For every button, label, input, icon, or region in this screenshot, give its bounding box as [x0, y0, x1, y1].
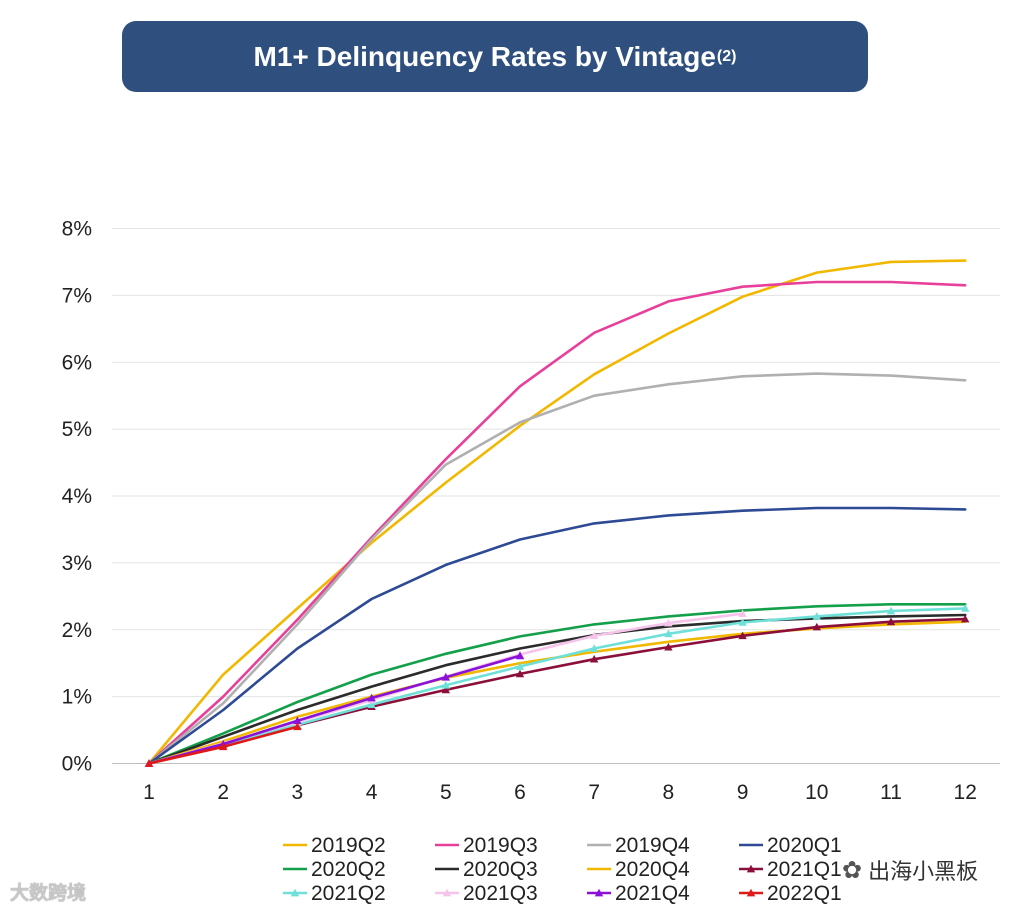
x-tick-label: 8	[663, 781, 675, 804]
data-point	[886, 606, 896, 615]
watermark-right: ✿ 出海小黑板	[842, 854, 978, 886]
wechat-icon: ✿	[842, 856, 863, 884]
legend-label: 2019Q2	[311, 834, 386, 857]
data-point	[441, 685, 450, 694]
data-point	[812, 612, 821, 620]
data-point	[219, 742, 228, 751]
legend-label: 2021Q3	[463, 882, 538, 905]
x-tick-label: 1	[143, 781, 155, 804]
legend-marker	[746, 864, 756, 873]
data-point	[515, 662, 525, 670]
x-tick-label: 6	[514, 781, 526, 804]
watermark-right-text: 出海小黑板	[868, 859, 979, 884]
data-point	[590, 654, 599, 663]
series-line	[147, 506, 967, 765]
data-point	[441, 681, 450, 689]
data-point	[293, 722, 302, 731]
data-point	[293, 716, 302, 725]
legend-marker	[746, 888, 756, 897]
legend-label: 2020Q2	[311, 858, 386, 881]
legend-label: 2020Q1	[767, 834, 842, 857]
legend-label: 2021Q2	[311, 882, 386, 905]
y-tick-label: 5%	[62, 418, 92, 441]
data-point	[590, 631, 599, 640]
y-tick-label: 0%	[62, 753, 92, 776]
y-tick-label: 2%	[62, 619, 92, 642]
data-point	[886, 617, 896, 626]
x-tick-label: 10	[805, 781, 828, 804]
chart-title-footnote: (2)	[716, 47, 737, 65]
data-point	[515, 651, 525, 660]
series-line	[147, 602, 967, 765]
data-point	[961, 614, 970, 623]
legend-marker	[594, 888, 604, 897]
legend-label: 2019Q4	[615, 834, 690, 857]
series-line	[147, 280, 967, 765]
y-tick-label: 4%	[62, 485, 92, 508]
series-line	[147, 259, 967, 765]
y-tick-label: 3%	[62, 552, 92, 575]
x-tick-label: 4	[366, 781, 378, 804]
x-tick-label: 11	[880, 781, 902, 804]
data-point	[738, 618, 747, 626]
data-point	[367, 693, 376, 702]
data-point	[144, 759, 154, 767]
legend-label: 2021Q4	[615, 882, 690, 905]
legend-label: 2021Q1	[767, 858, 842, 881]
y-tick-label: 7%	[62, 284, 92, 307]
y-tick-label: 8%	[62, 218, 92, 241]
data-point	[515, 669, 525, 678]
y-tick-label: 1%	[62, 686, 92, 709]
series-line	[147, 654, 522, 765]
series-line	[147, 372, 967, 765]
watermark-left: 大数跨境	[10, 878, 86, 905]
series-line	[147, 613, 967, 765]
data-point	[738, 631, 747, 640]
x-tick-label: 5	[440, 781, 452, 804]
chart-title: M1+ Delinquency Rates by Vintage	[253, 40, 716, 72]
x-tick-label: 2	[217, 781, 229, 804]
watermark-left-text: 大数跨境	[10, 883, 87, 904]
legend-marker	[290, 888, 300, 897]
legend-label: 2022Q1	[767, 882, 842, 905]
data-point	[664, 618, 673, 627]
x-tick-label: 3	[292, 781, 304, 804]
legend-label: 2019Q3	[463, 834, 538, 857]
legend-marker	[442, 888, 452, 897]
series-line	[147, 607, 967, 765]
legend-label: 2020Q3	[463, 858, 538, 881]
data-point	[441, 673, 450, 681]
x-tick-label: 9	[737, 781, 749, 804]
x-tick-label: 7	[588, 781, 600, 804]
data-point	[812, 622, 821, 631]
data-point	[664, 642, 673, 651]
data-point	[664, 629, 673, 638]
legend-label: 2020Q4	[615, 858, 690, 881]
data-point	[961, 604, 970, 612]
x-tick-label: 12	[954, 781, 977, 804]
data-point	[590, 644, 599, 652]
y-tick-label: 6%	[62, 351, 92, 374]
data-point	[738, 609, 747, 618]
chart-title-banner: M1+ Delinquency Rates by Vintage (2)	[122, 21, 868, 92]
data-point	[367, 700, 376, 709]
